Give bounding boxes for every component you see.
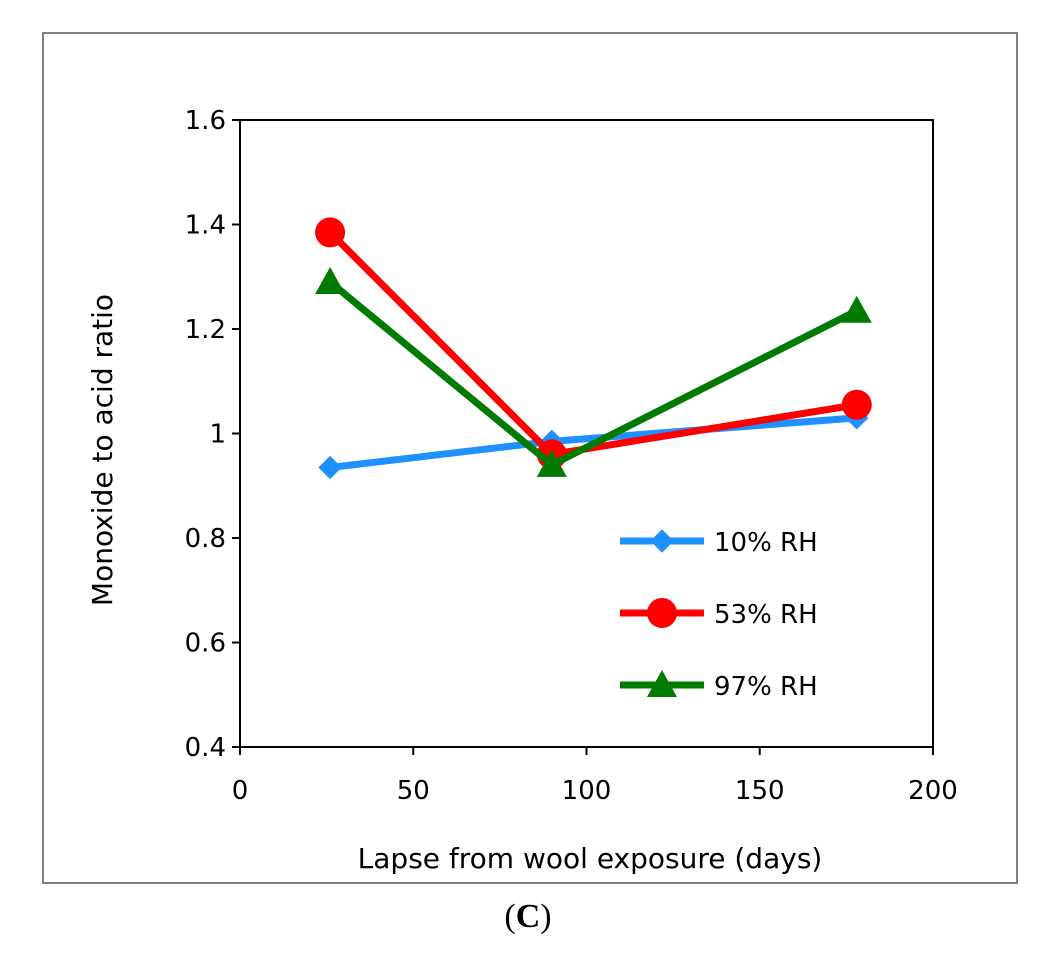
data-point-97-rh <box>841 295 872 323</box>
legend-marker <box>647 598 677 628</box>
y-tick-label: 0.4 <box>185 733 226 763</box>
x-tick-label: 200 <box>908 776 958 806</box>
x-tick-label: 100 <box>562 776 612 806</box>
series-97-rh <box>315 266 872 477</box>
x-tick-label: 150 <box>735 776 785 806</box>
legend-label: 10% RH <box>714 528 818 558</box>
caption-open-paren: ( <box>504 898 516 935</box>
legend-marker <box>650 529 674 553</box>
y-tick-label: 0.6 <box>185 629 226 659</box>
data-point-97-rh <box>315 266 346 294</box>
y-tick-label: 1 <box>209 420 226 450</box>
data-point-53-rh <box>315 217 346 248</box>
figure-caption: (C) <box>0 898 1056 936</box>
x-axis-title: Lapse from wool exposure (days) <box>358 842 823 875</box>
x-tick-label: 0 <box>232 776 249 806</box>
y-tick-label: 1.2 <box>185 315 226 345</box>
legend-entry-10-rh: 10% RH <box>620 528 818 558</box>
caption-close-paren: ) <box>540 898 552 935</box>
plot-area <box>239 119 934 748</box>
legend-entry-97-rh: 97% RH <box>620 670 818 702</box>
legend-entry-53-rh: 53% RH <box>620 598 818 630</box>
legend-marker <box>647 670 677 697</box>
caption-letter: C <box>515 898 541 935</box>
x-tick-label: 50 <box>397 776 430 806</box>
legend-label: 53% RH <box>714 600 818 630</box>
y-tick-label: 0.8 <box>185 524 226 554</box>
data-point-97-rh <box>536 449 567 477</box>
y-tick-label: 1.4 <box>185 211 226 241</box>
y-axis-title: Monoxide to acid ratio <box>86 294 119 606</box>
data-point-10-rh <box>318 455 342 480</box>
y-tick-label: 1.6 <box>185 106 226 136</box>
legend-label: 97% RH <box>714 672 818 702</box>
data-point-53-rh <box>841 389 872 420</box>
